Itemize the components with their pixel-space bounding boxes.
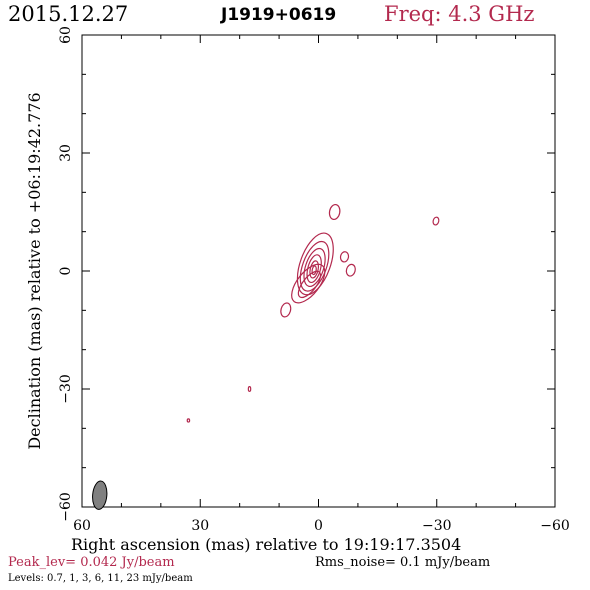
jet-component-contour — [247, 386, 252, 392]
y-tick-label: 60 — [58, 26, 74, 44]
beam-ellipse-group — [92, 480, 108, 510]
jet-extension-contour — [297, 270, 322, 299]
x-tick-label: 30 — [191, 518, 209, 534]
x-tick-label: 0 — [314, 518, 323, 534]
observation-date: 2015.12.27 — [8, 2, 129, 26]
jet-component-contour — [186, 418, 191, 423]
x-tick-label: −60 — [540, 518, 570, 534]
jet-component-contour — [328, 203, 341, 221]
contour-lines — [186, 203, 440, 423]
y-tick-label: 0 — [58, 267, 74, 276]
y-tick-label: −30 — [58, 374, 74, 404]
tick-labels: 60 30 0 −30 −60 −60 −30 0 30 60 — [58, 26, 570, 534]
peak-level: Peak_lev= 0.042 Jy/beam — [8, 555, 175, 570]
jet-component-contour — [345, 263, 356, 277]
core-contour — [306, 254, 322, 284]
core-contour — [296, 232, 334, 296]
y-axis-label: Declination (mas) relative to +06:19:42.… — [25, 92, 44, 449]
jet-extension-contour — [291, 263, 326, 304]
jet-component-contour — [280, 302, 292, 318]
y-tick-label: −60 — [58, 492, 74, 522]
core-contour — [303, 247, 326, 288]
core-contour — [309, 260, 320, 279]
source-name: J1919+0619 — [221, 5, 337, 25]
axis-ticks — [81, 34, 556, 508]
rms-noise: Rms_noise= 0.1 mJy/beam — [315, 555, 491, 570]
core-contour — [311, 265, 317, 276]
core-contour — [299, 240, 330, 292]
y-tick-label: 30 — [58, 144, 74, 162]
beam-ellipse — [92, 480, 108, 510]
x-axis-label: Right ascension (mas) relative to 19:19:… — [71, 535, 462, 554]
jet-component-contour — [432, 216, 440, 226]
jet-component-contour — [339, 251, 350, 263]
x-tick-label: −30 — [422, 518, 452, 534]
contour-levels: Levels: 0.7, 1, 3, 6, 11, 23 mJy/beam — [8, 573, 193, 584]
frequency-label: Freq: 4.3 GHz — [384, 2, 535, 26]
x-tick-label: 60 — [73, 518, 91, 534]
